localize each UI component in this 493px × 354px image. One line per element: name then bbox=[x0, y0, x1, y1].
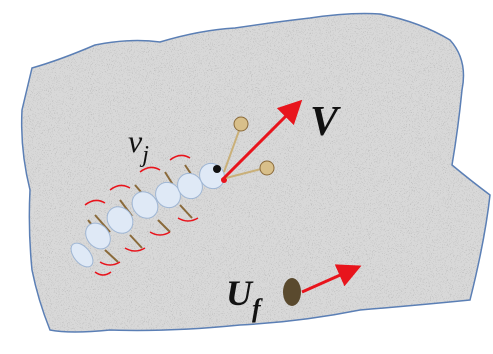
label-main: U bbox=[226, 273, 254, 313]
diagram: V vj Uf bbox=[0, 0, 493, 349]
particle bbox=[283, 278, 301, 306]
label-main: v bbox=[128, 123, 143, 159]
velocity-label: V bbox=[310, 99, 341, 145]
